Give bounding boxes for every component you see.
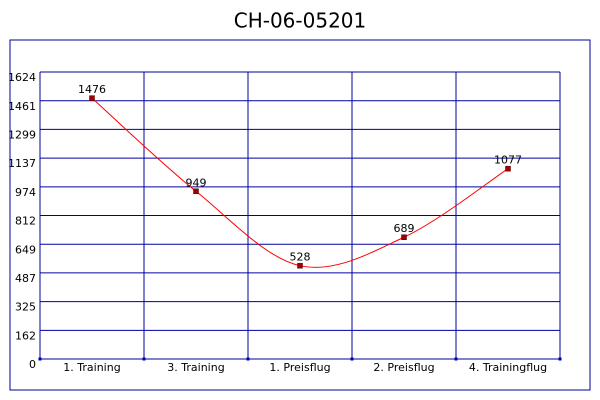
point-marker — [401, 234, 407, 240]
axis-dot — [558, 357, 562, 361]
x-tick-label: 2. Preisflug — [373, 361, 434, 374]
y-tick-label: 1137 — [8, 157, 36, 170]
y-tick-label: 649 — [15, 243, 36, 256]
value-label: 689 — [394, 222, 415, 235]
x-tick-label: 3. Training — [167, 361, 224, 374]
y-tick-label: 1624 — [8, 71, 36, 84]
y-tick-label: 1461 — [8, 100, 36, 113]
y-tick-label: 325 — [15, 301, 36, 314]
x-tick-label: 4. Trainingflug — [469, 361, 547, 374]
axis-dot — [246, 357, 250, 361]
y-tick-label: 0 — [29, 358, 36, 371]
value-label: 1077 — [494, 154, 522, 167]
y-tick-label: 487 — [15, 272, 36, 285]
series-line — [91, 97, 509, 268]
axis-dot — [142, 357, 146, 361]
point-marker — [193, 188, 199, 195]
x-tick-label: 1. Preisflug — [269, 361, 330, 374]
axis-dot — [38, 357, 42, 361]
axis-dot — [350, 357, 354, 361]
axis-dot — [454, 357, 458, 361]
chart-border — [9, 39, 591, 391]
point-marker — [89, 95, 95, 101]
y-tick-label: 1299 — [8, 128, 36, 141]
value-label: 1476 — [78, 83, 106, 96]
x-tick-label: 1. Training — [63, 361, 120, 374]
y-tick-label: 812 — [15, 215, 36, 228]
point-marker — [297, 262, 303, 269]
point-marker — [505, 165, 511, 172]
chart-title: CH-06-05201 — [234, 9, 367, 33]
value-label: 528 — [290, 251, 311, 264]
y-tick-label: 974 — [15, 186, 36, 199]
value-label: 949 — [186, 176, 207, 189]
y-tick-label: 162 — [15, 329, 36, 342]
